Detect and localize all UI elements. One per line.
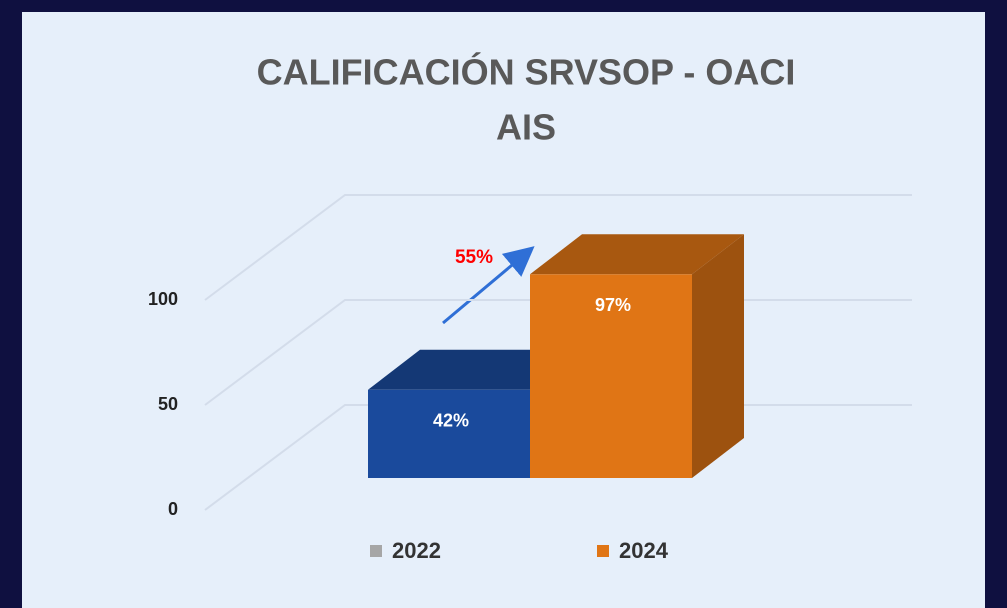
bar-top [368, 349, 582, 390]
y-tick-label: 0 [168, 499, 178, 519]
y-tick-label: 50 [158, 394, 178, 414]
y-tick-label: 100 [148, 289, 178, 309]
data-label: 42% [433, 411, 469, 431]
legend-label: 2024 [619, 538, 669, 563]
chart-subtitle: AIS [496, 107, 556, 148]
bar-side [692, 234, 744, 478]
bar-top [530, 234, 744, 275]
panel [22, 12, 985, 608]
data-label: 97% [595, 295, 631, 315]
legend-swatch [370, 545, 382, 557]
grid-line [204, 194, 912, 301]
legend-label: 2022 [392, 538, 441, 563]
bar [530, 274, 692, 478]
chart-title: CALIFICACIÓN SRVSOP - OACI [257, 51, 796, 93]
legend-swatch [597, 545, 609, 557]
annotation: 55% [455, 247, 493, 268]
bar [368, 389, 530, 478]
trend-arrow [442, 246, 535, 325]
